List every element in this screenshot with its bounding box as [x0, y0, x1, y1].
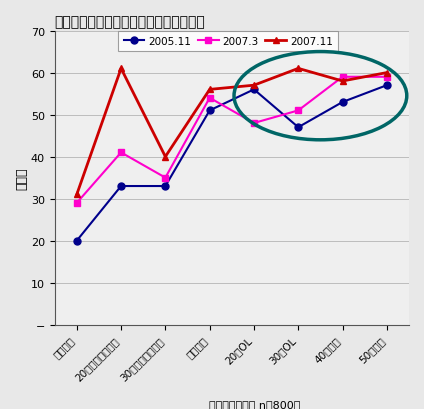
2007.11 [251, 83, 257, 88]
Y-axis label: （％）: （％） [15, 167, 28, 189]
Text: （グリコ調べ／ n＝800）: （グリコ調べ／ n＝800） [209, 399, 300, 409]
Line: 2007.11: 2007.11 [73, 66, 391, 198]
2007.11 [384, 71, 389, 76]
2007.3 [119, 151, 124, 155]
2005.11 [296, 126, 301, 130]
2007.3 [296, 109, 301, 114]
2007.11 [163, 155, 168, 160]
2005.11 [340, 100, 345, 105]
Line: 2007.3: 2007.3 [73, 74, 391, 207]
Legend: 2005.11, 2007.3, 2007.11: 2005.11, 2007.3, 2007.11 [118, 31, 338, 52]
2005.11 [207, 109, 212, 114]
2007.11 [119, 67, 124, 72]
Line: 2005.11: 2005.11 [73, 83, 391, 245]
2007.11 [74, 193, 79, 198]
2007.3 [340, 75, 345, 80]
2005.11 [74, 238, 79, 243]
2007.11 [207, 88, 212, 92]
2005.11 [119, 184, 124, 189]
2007.11 [340, 79, 345, 84]
2007.3 [251, 121, 257, 126]
2007.3 [163, 176, 168, 181]
2005.11 [163, 184, 168, 189]
2007.3 [207, 96, 212, 101]
2005.11 [251, 88, 257, 92]
2007.11 [296, 67, 301, 72]
2005.11 [384, 83, 389, 88]
2007.3 [384, 75, 389, 80]
Text: 「普段からカロリーを気にしている」人: 「普段からカロリーを気にしている」人 [55, 15, 205, 29]
2007.3 [74, 201, 79, 206]
